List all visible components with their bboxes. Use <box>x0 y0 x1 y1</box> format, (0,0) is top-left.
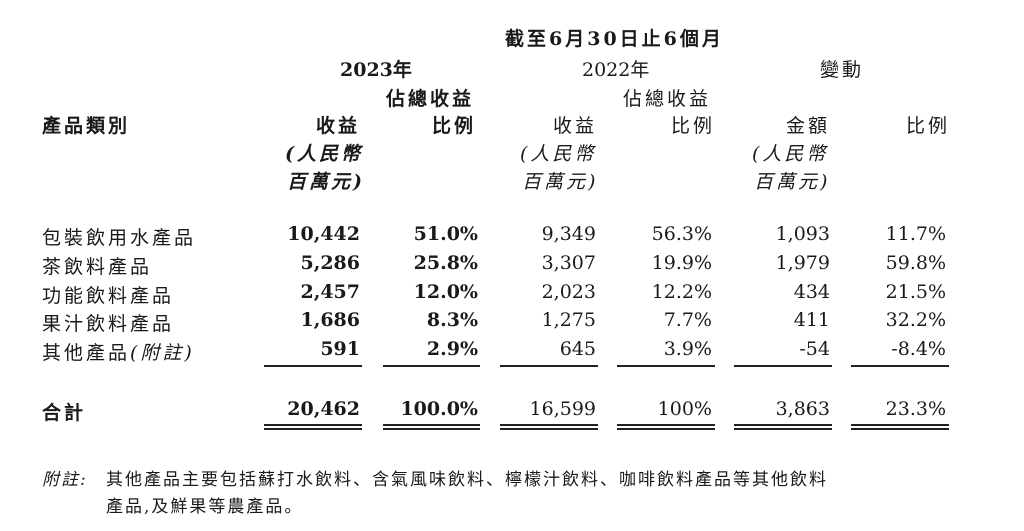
row-rev2023: 591 <box>320 338 360 360</box>
row-rev2022: 1,275 <box>541 309 596 331</box>
subtotal-rule <box>617 365 715 367</box>
subtotal-rule <box>500 365 598 367</box>
total-double-rule <box>383 428 480 430</box>
row-category: 其他產品(附註) <box>42 338 195 365</box>
row-pct2023: 25.8% <box>413 252 478 274</box>
row-category-note: (附註) <box>130 342 195 364</box>
total-double-rule <box>734 428 832 430</box>
subtotal-rule <box>383 365 480 367</box>
row-rev2023: 1,686 <box>300 309 361 331</box>
row-rev2022: 2,023 <box>541 281 596 303</box>
pct-total-2022-label-2: 比例 <box>671 115 716 137</box>
total-pct2022: 100% <box>657 398 712 420</box>
total-label: 合計 <box>42 402 87 424</box>
unit-change-line1: (人民幣 <box>752 143 829 165</box>
total-amount: 3,863 <box>775 398 830 420</box>
total-pct2023: 100.0% <box>400 398 478 420</box>
total-double-rule <box>264 424 362 426</box>
row-category: 茶飲料產品 <box>42 256 153 278</box>
row-ratio: 11.7% <box>885 223 946 245</box>
row-amount: -54 <box>799 338 830 360</box>
revenue-2023-heading: 收益 <box>316 115 361 137</box>
row-pct2022: 56.3% <box>651 223 712 245</box>
total-double-rule <box>851 428 949 430</box>
row-rev2022: 3,307 <box>541 252 596 274</box>
row-amount: 434 <box>793 281 830 303</box>
row-pct2022: 7.7% <box>663 309 712 331</box>
row-pct2023: 2.9% <box>426 338 478 360</box>
total-double-rule <box>851 424 949 426</box>
row-rev2022: 645 <box>559 338 596 360</box>
row-pct2023: 51.0% <box>413 223 478 245</box>
row-rev2023: 10,442 <box>287 223 360 245</box>
row-ratio: -8.4% <box>891 338 946 360</box>
row-rev2023: 2,457 <box>300 281 361 303</box>
unit-2023-line1: (人民幣 <box>285 143 363 165</box>
row-ratio: 32.2% <box>885 309 946 331</box>
row-pct2022: 12.2% <box>651 281 712 303</box>
revenue-2022-heading: 收益 <box>553 115 598 137</box>
year-2022-heading: 2022年 <box>582 59 650 81</box>
total-double-rule <box>734 424 832 426</box>
row-pct2023: 8.3% <box>426 309 478 331</box>
footnote-label: 附註: <box>42 470 88 490</box>
footnote-line1: 其他產品主要包括蘇打水飲料、含氣風味飲料、檸檬汁飲料、咖啡飲料產品等其他飲料 <box>106 470 828 490</box>
subtotal-rule <box>264 365 362 367</box>
change-heading: 變動 <box>820 59 865 81</box>
total-double-rule <box>264 428 362 430</box>
row-category: 果汁飲料產品 <box>42 313 175 335</box>
row-rev2023: 5,286 <box>300 252 361 274</box>
footnote-line2: 產品,及鮮果等農產品。 <box>106 497 304 517</box>
row-category: 功能飲料產品 <box>42 285 175 307</box>
row-ratio: 21.5% <box>885 281 946 303</box>
total-ratio: 23.3% <box>885 398 946 420</box>
unit-change-line2: 百萬元) <box>754 171 831 193</box>
amount-heading: 金額 <box>786 115 831 137</box>
row-rev2022: 9,349 <box>541 223 596 245</box>
total-double-rule <box>500 424 598 426</box>
period-heading: 截至6月30日止6個月 <box>505 28 724 50</box>
total-double-rule <box>617 428 715 430</box>
row-pct2023: 12.0% <box>413 281 478 303</box>
pct-total-2023-label-2: 比例 <box>432 115 477 137</box>
row-category: 包裝飲用水產品 <box>42 227 197 249</box>
category-heading: 產品類別 <box>42 115 131 137</box>
year-2023-heading: 2023年 <box>340 59 412 81</box>
total-double-rule <box>617 424 715 426</box>
row-category-text: 其他產品 <box>42 342 131 364</box>
pct-total-2023-label-1: 佔總收益 <box>386 88 475 110</box>
total-double-rule <box>383 424 480 426</box>
row-amount: 1,979 <box>775 252 830 274</box>
unit-2022-line2: 百萬元) <box>522 171 599 193</box>
pct-total-2022-label-1: 佔總收益 <box>623 88 712 110</box>
unit-2023-line2: 百萬元) <box>287 171 365 193</box>
ratio-heading: 比例 <box>906 115 951 137</box>
subtotal-rule <box>734 365 832 367</box>
total-rev2022: 16,599 <box>529 398 596 420</box>
total-double-rule <box>500 428 598 430</box>
row-amount: 1,093 <box>775 223 830 245</box>
subtotal-rule <box>851 365 949 367</box>
row-ratio: 59.8% <box>885 252 946 274</box>
row-pct2022: 19.9% <box>651 252 712 274</box>
unit-2022-line1: (人民幣 <box>520 143 597 165</box>
row-pct2022: 3.9% <box>663 338 712 360</box>
row-amount: 411 <box>793 309 830 331</box>
total-rev2023: 20,462 <box>287 398 360 420</box>
